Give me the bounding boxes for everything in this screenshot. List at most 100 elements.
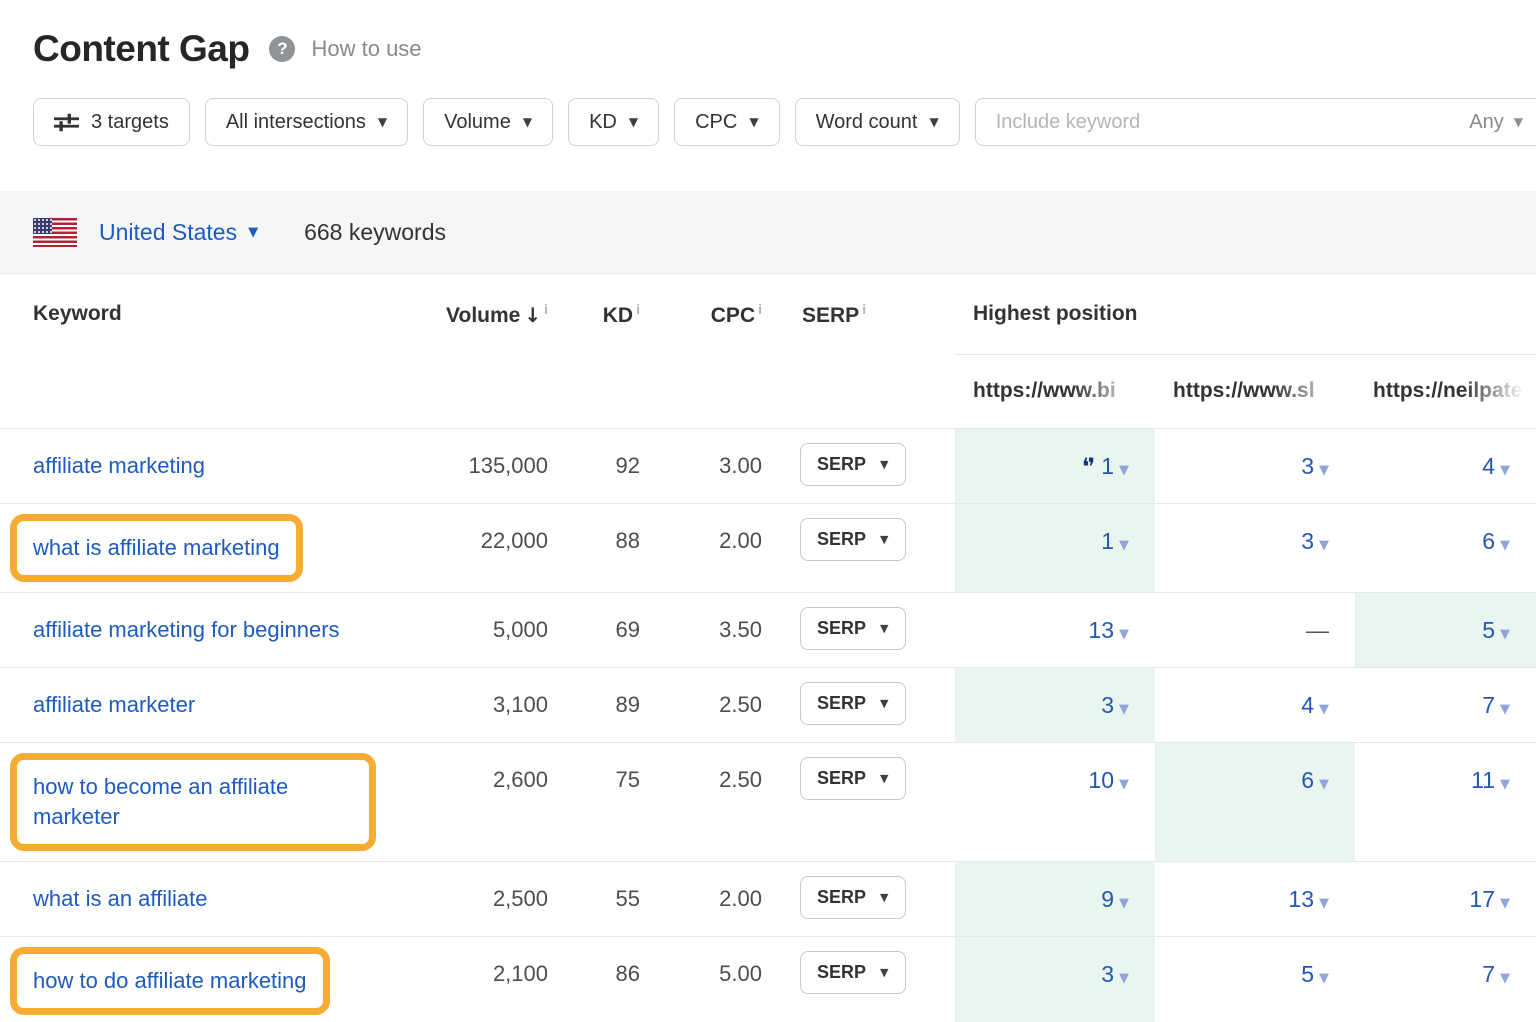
target-url-column-2[interactable]: https://www.sl [1173, 379, 1315, 402]
intersections-dropdown[interactable]: All intersections ▼ [204, 98, 409, 146]
position-cell: 1 ▼ [955, 503, 1155, 592]
chevron-down-icon[interactable]: ▼ [1319, 776, 1329, 792]
position-value[interactable]: 7 [1482, 691, 1496, 718]
position-value[interactable]: 3 [1101, 960, 1114, 987]
info-icon: i [862, 300, 867, 317]
position-cell: 5 ▼ [1355, 592, 1536, 667]
column-header-cpc[interactable]: CPC i [710, 300, 762, 327]
chevron-down-icon[interactable]: ▼ [1119, 701, 1129, 717]
chevron-down-icon[interactable]: ▼ [1500, 626, 1511, 642]
position-value[interactable]: 3 [1101, 691, 1114, 718]
chevron-down-icon: ▼ [1513, 115, 1523, 129]
position-cell: 11 ▼ [1355, 742, 1536, 861]
position-value[interactable]: 1 [1101, 452, 1114, 479]
position-cell: 3 ▼ [1155, 428, 1355, 503]
chevron-down-icon[interactable]: ▼ [1119, 626, 1129, 642]
position-value[interactable]: 10 [1088, 766, 1114, 793]
keyword-link[interactable]: affiliate marketing [33, 452, 206, 478]
quote-icon: ❛❜ [1081, 452, 1096, 481]
chevron-down-icon[interactable]: ▼ [1319, 537, 1329, 553]
country-name: United States [99, 218, 238, 245]
serp-dropdown-button[interactable]: SERP ▼ [800, 875, 906, 919]
serp-button-label: SERP [817, 453, 867, 474]
position-value[interactable]: 11 [1471, 766, 1496, 793]
chevron-down-icon[interactable]: ▼ [1500, 776, 1511, 792]
keyword-link-annotated[interactable]: how to become an affiliate marketer [10, 752, 376, 851]
keyword-link-annotated[interactable]: how to do affiliate marketing [10, 946, 330, 1015]
chevron-down-icon[interactable]: ▼ [1319, 895, 1329, 911]
column-header-volume[interactable]: Volume ↓ i [446, 300, 548, 327]
chevron-down-icon[interactable]: ▼ [1319, 701, 1329, 717]
how-to-use-link[interactable]: How to use [311, 36, 422, 61]
volume-filter-dropdown[interactable]: Volume ▼ [423, 98, 554, 146]
keyword-mode-label: Any [1469, 110, 1504, 133]
column-header-kd[interactable]: KD i [602, 300, 640, 327]
position-value[interactable]: 4 [1482, 452, 1496, 479]
chevron-down-icon[interactable]: ▼ [1119, 462, 1129, 478]
serp-dropdown-button[interactable]: SERP ▼ [800, 756, 906, 800]
position-value[interactable]: 7 [1482, 960, 1496, 987]
position-value[interactable]: 3 [1301, 527, 1314, 554]
chevron-down-icon[interactable]: ▼ [1500, 462, 1511, 478]
position-value[interactable]: 5 [1482, 616, 1496, 643]
keyword-link[interactable]: affiliate marketer [33, 691, 196, 717]
serp-dropdown-button[interactable]: SERP ▼ [800, 606, 906, 650]
position-value[interactable]: 6 [1482, 527, 1496, 554]
table-row: how to become an affiliate marketer 2,60… [0, 742, 1536, 861]
position-value[interactable]: 13 [1288, 885, 1314, 912]
help-question-icon[interactable]: ? [269, 36, 296, 62]
position-value[interactable]: 9 [1101, 885, 1114, 912]
serp-dropdown-button[interactable]: SERP ▼ [800, 950, 906, 994]
target-url-column-3[interactable]: https://neilpate [1373, 379, 1523, 402]
position-cell: 4 ▼ [1355, 428, 1536, 503]
position-value[interactable]: 3 [1301, 452, 1314, 479]
chevron-down-icon[interactable]: ▼ [1119, 970, 1129, 986]
position-value[interactable]: 5 [1301, 960, 1314, 987]
serp-dropdown-button[interactable]: SERP ▼ [800, 517, 906, 561]
volume-value: 22,000 [480, 527, 548, 553]
kd-value: 89 [615, 691, 640, 717]
position-value[interactable]: 6 [1301, 766, 1314, 793]
keyword-link[interactable]: what is an affiliate [33, 885, 208, 911]
targets-button[interactable]: 3 targets [33, 98, 190, 146]
include-keyword-input[interactable] [995, 110, 1470, 134]
country-selector[interactable]: United States ▼ [99, 219, 258, 246]
chevron-down-icon[interactable]: ▼ [1500, 701, 1511, 717]
info-icon: i [636, 300, 640, 317]
word-count-filter-dropdown[interactable]: Word count ▼ [794, 98, 960, 146]
keyword-link[interactable]: affiliate marketing for beginners [33, 616, 340, 642]
position-cell: — [1155, 592, 1355, 667]
kd-filter-dropdown[interactable]: KD ▼ [568, 98, 660, 146]
position-cell: 6 ▼ [1355, 503, 1536, 592]
cpc-filter-dropdown[interactable]: CPC ▼ [674, 98, 780, 146]
target-url-column-1[interactable]: https://www.bi [973, 379, 1116, 402]
chevron-down-icon[interactable]: ▼ [1500, 537, 1511, 553]
chevron-down-icon[interactable]: ▼ [1119, 776, 1129, 792]
chevron-down-icon[interactable]: ▼ [1119, 537, 1129, 553]
page-header: Content Gap ? How to use [0, 0, 1536, 70]
keyword-link-annotated[interactable]: what is affiliate marketing [10, 513, 303, 582]
keyword-count: 668 keywords [304, 218, 447, 245]
keyword-mode-dropdown[interactable]: Any ▼ [1469, 111, 1523, 134]
serp-button-label: SERP [817, 617, 867, 638]
chevron-down-icon[interactable]: ▼ [1319, 970, 1329, 986]
volume-value: 2,600 [492, 766, 548, 792]
info-icon: i [544, 300, 548, 317]
chevron-down-icon[interactable]: ▼ [1119, 895, 1129, 911]
position-value[interactable]: 4 [1301, 691, 1314, 718]
position-value[interactable]: 17 [1469, 885, 1496, 912]
info-icon: i [758, 300, 762, 317]
serp-dropdown-button[interactable]: SERP ▼ [800, 681, 906, 725]
chevron-down-icon[interactable]: ▼ [1319, 462, 1329, 478]
column-header-keyword[interactable]: Keyword [33, 302, 122, 325]
chevron-down-icon: ▼ [522, 115, 533, 129]
position-cell: 7 ▼ [1355, 936, 1536, 1022]
serp-dropdown-button[interactable]: SERP ▼ [800, 442, 906, 486]
serp-button-label: SERP [817, 767, 867, 788]
cpc-value: 5.00 [719, 960, 762, 986]
chevron-down-icon[interactable]: ▼ [1500, 895, 1511, 911]
position-value[interactable]: 13 [1088, 616, 1114, 643]
position-value[interactable]: 1 [1101, 527, 1114, 554]
page-title: Content Gap [33, 28, 250, 69]
chevron-down-icon[interactable]: ▼ [1500, 970, 1511, 986]
